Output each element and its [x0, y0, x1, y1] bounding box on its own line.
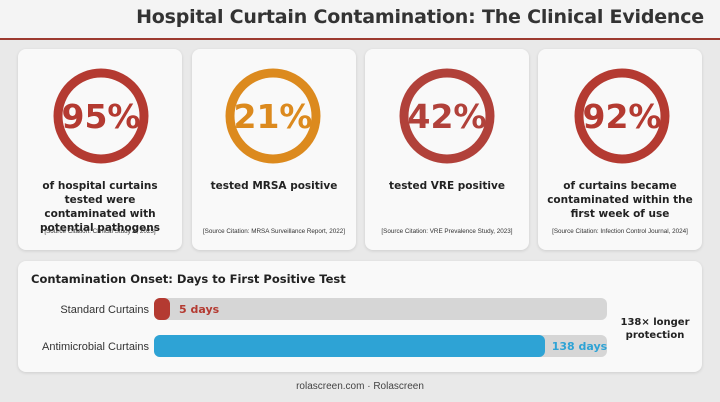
stat-card-contaminated: 95% of hospital curtains tested were con… [18, 49, 182, 250]
bar-standard [154, 298, 170, 320]
onset-chart-panel: Contamination Onset: Days to First Posit… [18, 261, 702, 372]
bar-track-antimicrobial [154, 335, 607, 357]
stat-citation: [Source Citation: MRSA Surveillance Repo… [202, 228, 346, 235]
category-label-antimicrobial: Antimicrobial Curtains [42, 341, 149, 353]
chart-title: Contamination Onset: Days to First Posit… [31, 272, 346, 286]
page-title: Hospital Curtain Contamination: The Clin… [136, 6, 704, 28]
stat-citation: [Source Citation: Infection Control Jour… [552, 228, 688, 235]
stat-ring [399, 68, 495, 164]
protection-callout: 138× longer protection [620, 317, 690, 341]
stat-citation: [Source Citation: Clinical Study A, 2023… [44, 228, 156, 235]
stat-card-first-week: 92% of curtains became contaminated with… [538, 49, 702, 250]
stat-ring [574, 68, 670, 164]
stat-ring [225, 68, 321, 164]
stat-ring-graphic: 95% [53, 68, 149, 164]
stat-description: of curtains became contaminated within t… [547, 180, 693, 220]
value-label-antimicrobial: 138 days [551, 340, 608, 353]
stat-ring-graphic: 21% [225, 68, 321, 164]
stat-ring [53, 68, 149, 164]
stat-card-mrsa: 21% tested MRSA positive [Source Citatio… [192, 49, 356, 250]
bar-antimicrobial [154, 335, 545, 357]
stat-value: 95% [62, 97, 141, 136]
stat-description: of hospital curtains tested were contami… [40, 180, 160, 234]
stat-value: 42% [408, 97, 487, 136]
value-label-standard: 5 days [179, 303, 220, 316]
stat-card-vre: 42% tested VRE positive [Source Citation… [365, 49, 529, 250]
header-bar: Hospital Curtain Contamination: The Clin… [0, 0, 720, 40]
stat-value: 92% [583, 97, 662, 136]
stat-ring-graphic: 92% [574, 68, 670, 164]
category-label-standard: Standard Curtains [60, 304, 149, 316]
stat-citation: [Source Citation: VRE Prevalence Study, … [381, 228, 513, 235]
footer-credit: rolascreen.com · Rolascreen [296, 381, 424, 392]
stat-description: tested VRE positive [389, 180, 505, 192]
stat-value: 21% [234, 97, 313, 136]
stat-description: tested MRSA positive [210, 180, 338, 192]
bar-track-standard [154, 298, 607, 320]
stat-ring-graphic: 42% [399, 68, 495, 164]
